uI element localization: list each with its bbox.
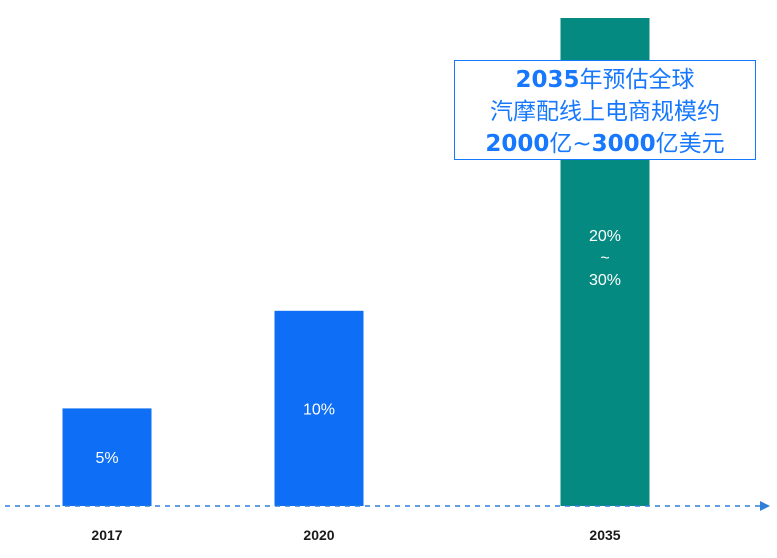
callout-line-3: 2000亿~3000亿美元 (455, 128, 755, 160)
callout-amount-low: 2000 (485, 131, 550, 157)
bar-labels-group: 5% 10% 20% ~30% (95, 228, 621, 467)
callout-line-2: 汽摩配线上电商规模约 (490, 99, 720, 125)
x-tick-label-2020: 2020 (303, 527, 334, 543)
callout-year: 2035 (515, 67, 580, 93)
x-tick-label-2017: 2017 (91, 527, 122, 543)
callout-unit: 亿美元 (655, 131, 725, 157)
callout-separator: 亿~ (549, 131, 592, 157)
callout-amount-high: 3000 (591, 131, 656, 157)
bar-2017 (62, 408, 152, 506)
callout-line-1: 2035年预估全球 (455, 64, 755, 96)
bar-value-label-2017: 5% (95, 450, 118, 467)
bar-value-label-2035: 20% ~30% (589, 228, 621, 289)
x-axis-arrow-icon (760, 501, 770, 511)
x-tick-labels-group: 2017 2020 2035 (91, 527, 620, 543)
callout-line-1-text: 年预估全球 (579, 67, 695, 93)
annotation-callout: 2035年预估全球 汽摩配线上电商规模约 2000亿~3000亿美元 (454, 60, 756, 160)
x-tick-label-2035: 2035 (589, 527, 620, 543)
bar-value-label-2020: 10% (303, 401, 335, 418)
bar-2020 (274, 310, 364, 506)
